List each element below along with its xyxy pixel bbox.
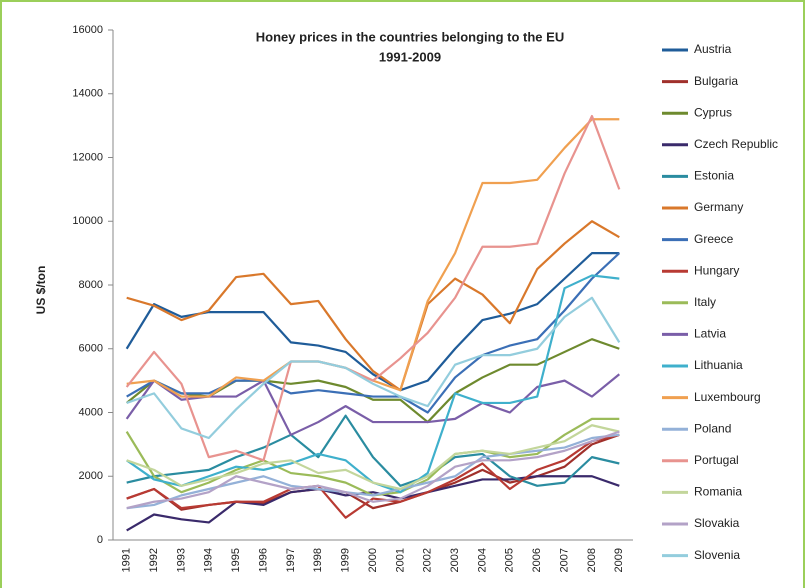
legend-label: Portugal: [694, 453, 739, 467]
x-tick-label: 2006: [531, 548, 543, 572]
legend-label: Italy: [694, 295, 716, 309]
y-tick-label: 2000: [79, 470, 103, 482]
x-tick-label: 1992: [148, 548, 160, 572]
y-tick-label: 14000: [72, 88, 103, 100]
x-tick-label: 1994: [203, 548, 215, 572]
series-line: [126, 430, 620, 510]
series-line: [126, 433, 620, 519]
legend-label: Slovenia: [694, 548, 740, 562]
series-line: [126, 252, 621, 414]
x-tick-label: 1993: [175, 548, 187, 572]
legend-label: Germany: [694, 200, 743, 214]
x-tick-label: 2005: [504, 548, 516, 572]
series-line: [125, 252, 620, 392]
y-tick-label: 6000: [79, 343, 103, 355]
y-axis-label: US $/ton: [34, 266, 48, 315]
chart-subtitle: 1991-2009: [379, 49, 441, 64]
legend-label: Czech Republic: [694, 137, 778, 151]
legend-label: Hungary: [694, 263, 739, 277]
x-tick-label: 1998: [312, 548, 324, 572]
x-tick-label: 1995: [230, 548, 242, 572]
legend-label: Estonia: [694, 169, 734, 183]
x-tick-label: 1991: [121, 548, 133, 572]
series-line: [126, 414, 620, 487]
legend-label: Greece: [694, 232, 734, 246]
y-tick-label: 0: [97, 534, 103, 546]
legend-label: Bulgaria: [694, 74, 738, 88]
x-tick-label: 2009: [613, 548, 625, 572]
x-tick-label: 2007: [558, 548, 570, 572]
x-tick-label: 2008: [586, 548, 598, 572]
legend-label: Poland: [694, 421, 731, 435]
y-tick-label: 8000: [79, 279, 103, 291]
series-line: [125, 114, 621, 462]
series-line: [126, 433, 620, 510]
x-tick-label: 1999: [340, 548, 352, 572]
series-line: [126, 220, 620, 392]
legend-label: Luxembourg: [694, 390, 761, 404]
series-line: [126, 424, 620, 491]
x-tick-label: 1996: [257, 548, 269, 572]
legend-label: Slovakia: [694, 516, 740, 530]
y-tick-label: 12000: [72, 151, 103, 163]
y-tick-label: 16000: [72, 24, 103, 36]
legend-label: Lithuania: [694, 358, 743, 372]
legend-label: Austria: [694, 42, 732, 56]
legend-label: Latvia: [694, 327, 726, 341]
legend-label: Romania: [694, 485, 742, 499]
x-tick-label: 2002: [422, 548, 434, 572]
x-tick-label: 2000: [367, 548, 379, 572]
x-tick-label: 2004: [476, 548, 488, 572]
y-tick-label: 4000: [79, 406, 103, 418]
x-tick-label: 2001: [394, 548, 406, 572]
x-tick-label: 2003: [449, 548, 461, 572]
series-line: [126, 296, 621, 440]
legend-label: Cyprus: [694, 105, 732, 119]
x-tick-label: 1997: [285, 548, 297, 572]
y-tick-label: 10000: [72, 215, 103, 227]
chart-title: Honey prices in the countries belonging …: [256, 29, 564, 44]
series-line: [126, 475, 620, 532]
